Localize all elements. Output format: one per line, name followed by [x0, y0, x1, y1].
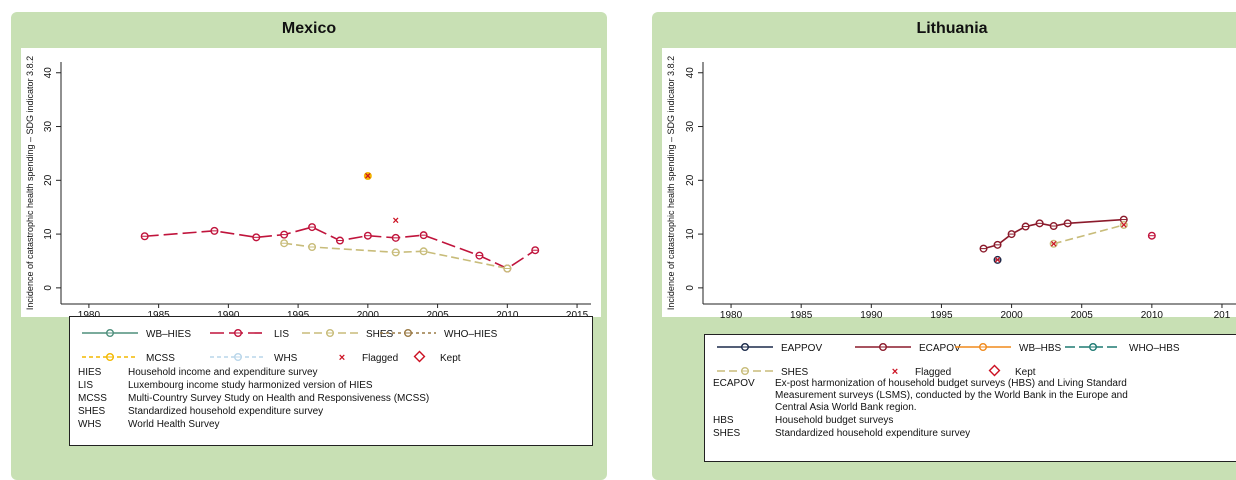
flagged-marker: ×: [1121, 219, 1127, 231]
legend-label: Kept: [440, 353, 461, 364]
y-tick-label: 30: [43, 121, 54, 133]
x-tick-label: 1990: [860, 310, 883, 321]
legend-label: SHES: [366, 329, 394, 340]
y-tick-label: 0: [43, 285, 54, 291]
y-tick-label: 40: [43, 67, 54, 79]
legend-label: Kept: [1015, 367, 1036, 378]
legend-label: MCSS: [146, 353, 175, 364]
legend-label: WHS: [274, 353, 298, 364]
glossary-abbr: LIS: [78, 380, 94, 391]
legend-label: WB–HBS: [1019, 343, 1062, 354]
y-tick-label: 20: [43, 174, 54, 186]
chart-panel-lithuania: Lithuania 0 10 20 30 40 1980 1985 1990 1995 2000 2…: [652, 12, 1236, 480]
series-line-shes: [1053, 224, 1124, 245]
y-tick-label: 30: [685, 121, 696, 133]
x-tick-label: 2015: [566, 310, 589, 321]
glossary-desc: Luxembourg income study harmonized versi…: [128, 380, 373, 391]
series-line-lis: [144, 226, 536, 270]
y-tick-label: 20: [685, 174, 696, 186]
y-axis-title: Incidence of catastrophic health spendin…: [25, 56, 35, 310]
legend-key-flagged: ×: [339, 352, 345, 364]
legend-label: WB–HIES: [146, 329, 191, 340]
glossary-desc: World Health Survey: [128, 419, 220, 430]
legend-label: WHO–HBS: [1129, 343, 1180, 354]
glossary-desc: Standardized household expenditure surve…: [775, 428, 971, 439]
legend-key-kept: [413, 350, 426, 363]
glossary-abbr: WHS: [78, 419, 102, 430]
legend-label: Flagged: [362, 353, 398, 364]
glossary-desc: Ex-post harmonization of household budge…: [775, 378, 1128, 413]
x-tick-label: 2005: [1071, 310, 1094, 321]
legend-box: WB–HIES LIS SHES WHO–HIES MCSS WHS × Flagged Kep…: [69, 316, 593, 446]
plot-area: 0 10 20 30 40 1980 1985 1990 1995 2000 2005 2010 201…: [662, 48, 1236, 321]
legend-key-flagged: ×: [892, 366, 898, 378]
legend-box: EAPPOV ECAPOV WB–HBS WHO–HBS SHES × Flagged Kep…: [704, 334, 1236, 462]
x-tick-label: 1985: [148, 310, 171, 321]
legend-label: LIS: [274, 329, 289, 340]
legend-label: SHES: [781, 367, 809, 378]
x-tick-label: 2010: [496, 310, 519, 321]
chart-panel-mexico: Mexico 0 10 20 30 40 1980 1985 1990 1995 2000 2005…: [11, 12, 607, 480]
legend-key-kept: [988, 364, 1001, 377]
x-tick-label: 1980: [720, 310, 743, 321]
x-tick-label: 2000: [1000, 310, 1023, 321]
flagged-marker: ×: [1050, 238, 1056, 250]
glossary-abbr: SHES: [713, 428, 741, 439]
flagged-marker: ×: [393, 215, 399, 227]
chart-title: Lithuania: [916, 20, 988, 37]
glossary-desc: Standardized household expenditure surve…: [128, 406, 324, 417]
legend-label: EAPPOV: [781, 343, 822, 354]
flagged-marker: ×: [365, 171, 371, 183]
glossary-desc: Household income and expenditure survey: [128, 367, 318, 378]
x-tick-label: 2005: [426, 310, 449, 321]
x-tick-label: 1995: [287, 310, 310, 321]
y-tick-label: 40: [685, 67, 696, 79]
chart-title: Mexico: [281, 20, 337, 37]
legend-keys: WB–HIES LIS SHES WHO–HIES MCSS WHS × Flagged Kep…: [82, 328, 498, 364]
plot-area: 0 10 20 30 40 1980 1985 1990 1995 2000 2005 2010 201…: [21, 48, 601, 321]
y-axis-title: Incidence of catastrophic health spendin…: [666, 56, 676, 310]
chart-svg-mexico: 0 10 20 30 40 1980 1985 1990 1995 2000 2005 2010 201…: [25, 56, 591, 321]
glossary-abbr: HIES: [78, 367, 102, 378]
x-tick-label: 1980: [78, 310, 101, 321]
x-tick-label: 1995: [930, 310, 953, 321]
legend-label: Flagged: [915, 367, 951, 378]
y-tick-label: 0: [685, 285, 696, 291]
x-tick-label: 201: [1214, 310, 1231, 321]
data-point: [363, 172, 372, 181]
legend-keys: EAPPOV ECAPOV WB–HBS WHO–HBS SHES × Flagged Kep…: [717, 342, 1180, 378]
legend-label: WHO–HIES: [444, 329, 498, 340]
x-tick-label: 1990: [217, 310, 240, 321]
glossary-abbr: SHES: [78, 406, 106, 417]
glossary-abbr: MCSS: [78, 393, 107, 404]
glossary-abbr: ECAPOV: [713, 378, 755, 389]
glossary-desc: Household budget surveys: [775, 415, 894, 426]
y-tick-label: 10: [43, 228, 54, 240]
legend-label: ECAPOV: [919, 343, 961, 354]
y-tick-label: 10: [685, 228, 696, 240]
chart-svg-lithuania: 0 10 20 30 40 1980 1985 1990 1995 2000 2005 2010 201…: [666, 56, 1236, 321]
glossary-abbr: HBS: [713, 415, 734, 426]
glossary-desc: Multi-Country Survey Study on Health and…: [128, 393, 430, 404]
x-tick-label: 2010: [1141, 310, 1164, 321]
x-tick-label: 1985: [790, 310, 813, 321]
flagged-marker: ×: [994, 254, 1000, 266]
x-tick-label: 2000: [357, 310, 380, 321]
